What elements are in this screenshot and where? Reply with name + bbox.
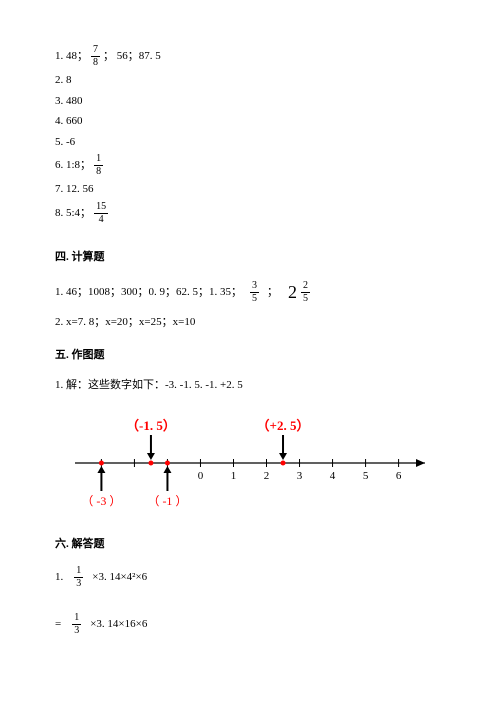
- svg-text:1: 1: [231, 470, 237, 482]
- fraction: 2 5: [301, 281, 310, 304]
- section-4-title: 四. 计算题: [55, 249, 445, 266]
- numerator: 7: [91, 45, 100, 57]
- denominator: 5: [301, 293, 310, 304]
- denominator: 5: [250, 293, 259, 304]
- fraction: 15 4: [94, 202, 108, 225]
- svg-text:6: 6: [396, 470, 402, 482]
- text: 1.: [55, 569, 63, 586]
- numberline-svg: 0 1 2 3 4 5 6 （-1. 5） （+2. 5） （ -3 ） （ -1 ）: [55, 408, 445, 518]
- sec6-line2: = 1 3 ×3. 14×16×6: [55, 613, 445, 636]
- answer-6: 6. 1:8； 1 8: [55, 154, 445, 177]
- svg-text:（ -1 ）: （ -1 ）: [147, 494, 187, 508]
- numerator: 2: [301, 281, 310, 293]
- fraction: 7 8: [91, 45, 100, 68]
- fraction: 1 8: [94, 154, 103, 177]
- fraction: 1 3: [72, 613, 81, 636]
- svg-text:（-1. 5）: （-1. 5）: [126, 418, 176, 433]
- whole: 2: [288, 279, 297, 306]
- sec5-line1: 1. 解：这些数字如下：-3. -1. 5. -1. +2. 5: [55, 377, 445, 394]
- text: 6. 1:8；: [55, 157, 91, 174]
- mixed-number: 2 2 5: [288, 279, 313, 306]
- text: ； 56；87. 5: [103, 48, 161, 65]
- fraction: 1 3: [74, 566, 83, 589]
- text: ；: [267, 284, 278, 301]
- text: ×3. 14×4²×6: [92, 569, 147, 586]
- text: 8. 5:4；: [55, 205, 91, 222]
- text: =: [55, 616, 61, 633]
- svg-text:0: 0: [198, 470, 204, 482]
- svg-text:3: 3: [297, 470, 303, 482]
- answer-3: 3. 480: [55, 93, 445, 110]
- svg-text:（ -3 ）: （ -3 ）: [81, 494, 121, 508]
- section-5-title: 五. 作图题: [55, 347, 445, 364]
- answer-4: 4. 660: [55, 113, 445, 130]
- denominator: 3: [72, 625, 81, 636]
- text: 1. 48；: [55, 48, 88, 65]
- text: 1. 46；1008；300；0. 9；62. 5；1. 35；: [55, 284, 242, 301]
- sec4-line1: 1. 46；1008；300；0. 9；62. 5；1. 35； 3 5 ； 2…: [55, 279, 445, 306]
- numerator: 15: [94, 202, 108, 214]
- answer-1: 1. 48； 7 8 ； 56；87. 5: [55, 45, 445, 68]
- denominator: 4: [97, 214, 106, 225]
- answer-7: 7. 12. 56: [55, 181, 445, 198]
- numerator: 1: [94, 154, 103, 166]
- numberline-figure: 0 1 2 3 4 5 6 （-1. 5） （+2. 5） （ -3 ） （ -1 ）: [55, 408, 445, 518]
- denominator: 8: [94, 166, 103, 177]
- answer-8: 8. 5:4； 15 4: [55, 202, 445, 225]
- denominator: 8: [91, 57, 100, 68]
- fraction: 3 5: [250, 281, 259, 304]
- numerator: 3: [250, 281, 259, 293]
- svg-text:5: 5: [363, 470, 369, 482]
- answer-5: 5. -6: [55, 134, 445, 151]
- text: ×3. 14×16×6: [90, 616, 147, 633]
- sec6-line1: 1. 1 3 ×3. 14×4²×6: [55, 566, 445, 589]
- numerator: 1: [72, 613, 81, 625]
- svg-text:（+2. 5）: （+2. 5）: [257, 418, 310, 433]
- denominator: 3: [74, 578, 83, 589]
- svg-text:2: 2: [264, 470, 270, 482]
- section-6-title: 六. 解答题: [55, 536, 445, 553]
- sec4-line2: 2. x=7. 8；x=20；x=25；x=10: [55, 314, 445, 331]
- answer-2: 2. 8: [55, 72, 445, 89]
- numerator: 1: [74, 566, 83, 578]
- svg-text:4: 4: [330, 470, 336, 482]
